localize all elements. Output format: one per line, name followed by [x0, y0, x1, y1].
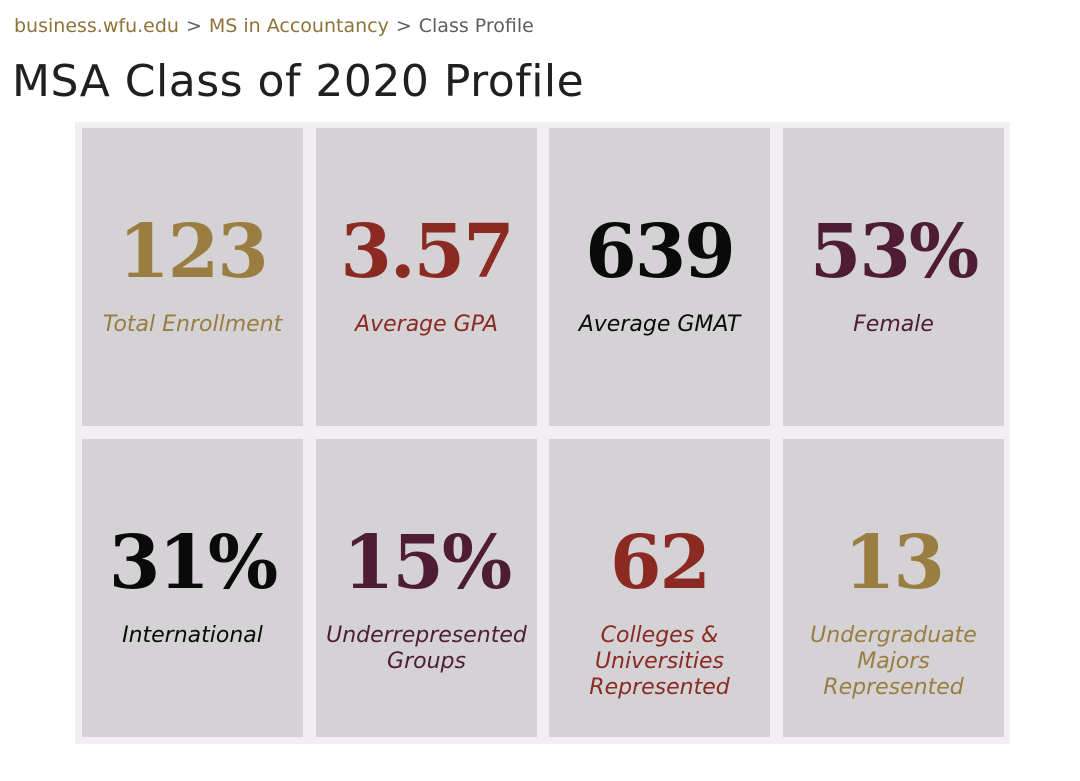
stat-label: Undergraduate Majors Represented	[810, 623, 977, 700]
page-title: MSA Class of 2020 Profile	[12, 56, 585, 107]
stat-value: 3.57	[340, 209, 514, 295]
stat-value: 53%	[809, 209, 979, 295]
stat-label: Total Enrollment	[102, 312, 283, 337]
breadcrumb-link-site[interactable]: business.wfu.edu	[14, 15, 179, 37]
stat-tile-international: 31% International	[82, 439, 303, 737]
stat-label: International	[122, 623, 263, 648]
stat-label: Average GPA	[355, 312, 498, 337]
stat-value: 15%	[342, 520, 512, 606]
stat-label: Average GMAT	[578, 312, 741, 337]
stat-value: 123	[118, 209, 268, 295]
class-profile-stats-grid: 123 Total Enrollment 3.57 Average GPA 63…	[75, 122, 1010, 744]
breadcrumb: business.wfu.edu > MS in Accountancy > Class…	[14, 12, 534, 40]
stat-label: Female	[853, 312, 934, 337]
stat-tile-majors-represented: 13 Undergraduate Majors Represented	[783, 439, 1004, 737]
stat-value: 31%	[108, 520, 278, 606]
stat-label: Colleges & Universities Represented	[589, 623, 730, 700]
stat-tile-female: 53% Female	[783, 128, 1004, 426]
stat-tile-total-enrollment: 123 Total Enrollment	[82, 128, 303, 426]
breadcrumb-separator: >	[185, 15, 202, 37]
stat-value: 639	[585, 209, 735, 295]
breadcrumb-separator: >	[395, 15, 412, 37]
stat-tile-average-gmat: 639 Average GMAT	[549, 128, 770, 426]
stat-tile-average-gpa: 3.57 Average GPA	[316, 128, 537, 426]
breadcrumb-current: Class Profile	[418, 15, 534, 37]
stat-tile-colleges-represented: 62 Colleges & Universities Represented	[549, 439, 770, 737]
stat-value: 13	[844, 520, 945, 606]
breadcrumb-link-program[interactable]: MS in Accountancy	[208, 15, 389, 37]
stat-tile-underrepresented-groups: 15% Underrepresented Groups	[316, 439, 537, 737]
stat-label: Underrepresented Groups	[326, 623, 527, 674]
stat-value: 62	[610, 520, 711, 606]
